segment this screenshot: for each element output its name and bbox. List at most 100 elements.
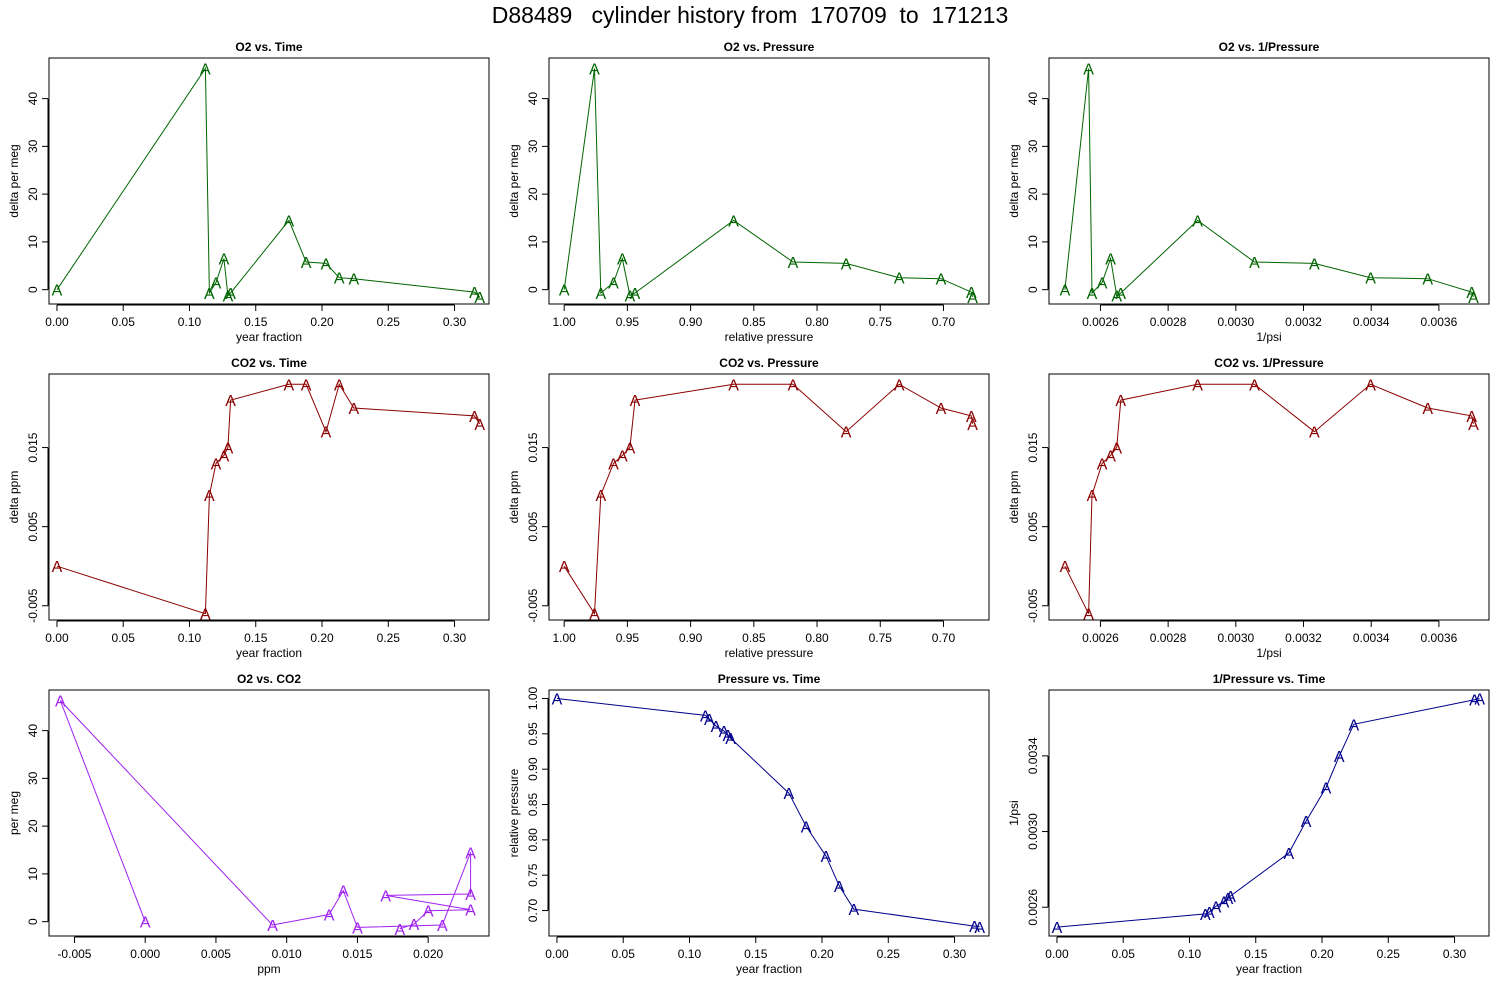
- y-tick-label: 20: [26, 819, 40, 833]
- data-point: A: [225, 286, 236, 303]
- data-point: A: [719, 724, 730, 741]
- x-tick-label: 0.00: [45, 315, 69, 329]
- x-tick-label: 0.80: [805, 631, 829, 645]
- y-tick-label: 0: [26, 286, 40, 293]
- data-point: A: [608, 276, 619, 293]
- x-tick-label: 0.95: [616, 631, 640, 645]
- chart-panel: Pressure vs. Time 0.00 0.05 0.10 0.15 0.20 0.2…: [507, 672, 990, 976]
- chart-panel: 1/Pressure vs. Time 0.00 0.05 0.10 0.15 0.20 0…: [1007, 672, 1490, 976]
- data-point: A: [728, 213, 739, 230]
- y-axis-label: 1/psi: [1007, 800, 1021, 825]
- x-tick-label: 0.0034: [1353, 315, 1390, 329]
- y-tick-label: -0.005: [26, 588, 40, 622]
- data-point: A: [841, 256, 852, 273]
- data-point: A: [301, 377, 312, 394]
- data-point: A: [223, 441, 234, 458]
- x-tick-label: 0.15: [244, 631, 268, 645]
- x-tick-label: 0.05: [612, 947, 636, 961]
- panel-title: 1/Pressure vs. Time: [1213, 672, 1326, 686]
- data-point: A: [338, 884, 349, 901]
- data-point: A: [1087, 488, 1098, 505]
- x-tick-label: 0.0032: [1285, 631, 1322, 645]
- data-point: A: [380, 888, 391, 905]
- data-point: A: [936, 272, 947, 289]
- plot-frame: [48, 57, 490, 305]
- data-point: A: [211, 456, 222, 473]
- data-point: A: [284, 213, 295, 230]
- data-point: A: [625, 441, 636, 458]
- y-tick-label: 0.90: [526, 757, 540, 781]
- plot-frame: [548, 689, 990, 937]
- data-point: A: [1334, 749, 1345, 766]
- data-point: A: [788, 255, 799, 272]
- plot-frame: [1048, 373, 1490, 621]
- data-point: A: [617, 448, 628, 465]
- y-tick-label: 0.75: [526, 863, 540, 887]
- data-point: A: [52, 283, 63, 300]
- data-point: A: [1115, 393, 1126, 410]
- x-axis-label: year fraction: [236, 646, 302, 660]
- data-point: A: [608, 456, 619, 473]
- plot-frame: [548, 373, 990, 621]
- y-tick-label: 20: [1026, 187, 1040, 201]
- x-tick-label: 0.75: [869, 315, 893, 329]
- x-tick-label: 0.20: [1310, 947, 1334, 961]
- data-point: A: [974, 920, 985, 937]
- x-tick-label: 0.30: [1443, 947, 1467, 961]
- data-point: A: [1111, 288, 1122, 305]
- data-point: A: [352, 920, 363, 937]
- data-point: A: [559, 283, 570, 300]
- data-point: A: [559, 559, 570, 576]
- x-tick-label: 0.15: [1244, 947, 1268, 961]
- y-tick-label: 40: [1026, 92, 1040, 106]
- x-tick-label: 0.90: [679, 315, 703, 329]
- data-point: A: [1309, 256, 1320, 273]
- y-axis-label: relative pressure: [507, 768, 521, 857]
- x-tick-label: 0.20: [810, 947, 834, 961]
- data-point: A: [301, 255, 312, 272]
- y-tick-label: 20: [26, 187, 40, 201]
- series-line: [1056, 698, 1480, 928]
- chart-panel: CO2 vs. Pressure 1.00 0.95 0.90 0.85 0.80 0.75…: [507, 356, 990, 660]
- data-point: A: [894, 271, 905, 288]
- data-point: A: [409, 917, 420, 934]
- data-point: A: [55, 694, 66, 711]
- x-tick-label: -0.005: [57, 947, 91, 961]
- data-point: A: [334, 377, 345, 394]
- data-point: A: [348, 272, 359, 289]
- y-tick-label: 0.0026: [1026, 889, 1040, 926]
- data-point: A: [1060, 283, 1071, 300]
- data-point: A: [625, 288, 636, 305]
- data-point: A: [204, 286, 215, 303]
- data-point: A: [1223, 891, 1234, 908]
- chart-panel: O2 vs. Time 0.00 0.05 0.10 0.15 0.20 0.25 0.30 y…: [7, 40, 490, 344]
- data-point: A: [474, 290, 485, 307]
- x-tick-label: 0.25: [1377, 947, 1401, 961]
- data-point: A: [1211, 899, 1222, 916]
- x-tick-label: 0.80: [805, 315, 829, 329]
- x-tick-label: 0.20: [310, 631, 334, 645]
- x-tick-label: 0.00: [1045, 947, 1069, 961]
- data-point: A: [200, 607, 211, 624]
- data-point: A: [1060, 559, 1071, 576]
- x-tick-label: 0.0026: [1082, 631, 1119, 645]
- y-axis-label: delta per meg: [507, 144, 521, 217]
- data-point: A: [334, 271, 345, 288]
- x-tick-label: 0.005: [201, 947, 231, 961]
- panel-title: O2 vs. Pressure: [724, 40, 815, 54]
- data-point: A: [967, 417, 978, 434]
- x-tick-label: 0.95: [616, 315, 640, 329]
- data-point: A: [1097, 276, 1108, 293]
- data-point: A: [894, 377, 905, 394]
- data-point: A: [589, 607, 600, 624]
- data-point: A: [1052, 920, 1063, 937]
- x-tick-label: 0.0030: [1217, 315, 1254, 329]
- y-axis-label: delta ppm: [7, 471, 21, 524]
- plot-frame: [548, 57, 990, 305]
- x-axis-label: year fraction: [736, 962, 802, 976]
- data-point: A: [423, 904, 434, 921]
- panel-title: CO2 vs. Pressure: [719, 356, 819, 370]
- panel-title: CO2 vs. Time: [231, 356, 307, 370]
- data-point: A: [348, 401, 359, 418]
- data-point: A: [223, 288, 234, 305]
